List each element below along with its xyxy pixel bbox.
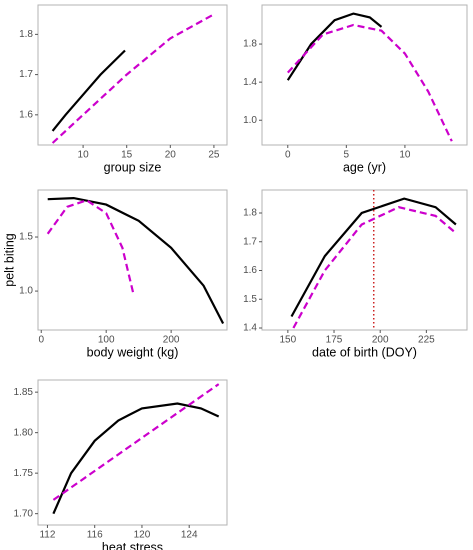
x-tick-label: 0 (38, 335, 44, 346)
curve (292, 206, 457, 329)
x-tick-label: 100 (98, 335, 115, 346)
y-tick-label: 1.70 (14, 508, 34, 519)
x-tick-label: 25 (208, 150, 220, 161)
y-tick-label: 1.7 (243, 236, 257, 247)
x-tick-label: 150 (280, 335, 297, 346)
plot-frame (261, 4, 468, 146)
curve (52, 402, 220, 515)
y-tick-label: 1.8 (243, 39, 257, 50)
y-tick-label: 1.0 (19, 286, 33, 297)
curve (290, 197, 457, 318)
y-tick-label: 1.6 (19, 109, 33, 120)
x-axis-label: body weight (kg) (87, 345, 179, 359)
x-tick-label: 116 (87, 530, 103, 541)
y-tick-label: 1.4 (243, 323, 257, 334)
x-tick-label: 15 (121, 150, 133, 161)
x-axis-label: date of birth (DOY) (312, 345, 417, 359)
curve (46, 199, 135, 295)
x-tick-label: 175 (326, 335, 343, 346)
x-axis-label: heat stress (102, 540, 163, 550)
y-tick-label: 1.6 (243, 265, 257, 276)
curve (47, 196, 225, 325)
curve (51, 49, 126, 132)
x-tick-label: 200 (163, 335, 180, 346)
x-tick-label: 0 (285, 150, 291, 161)
y-tick-label: 1.8 (19, 29, 33, 40)
x-tick-label: 10 (399, 150, 411, 161)
x-tick-label: 112 (39, 530, 55, 541)
y-tick-label: 1.5 (19, 232, 33, 243)
x-axis-label: age (yr) (343, 160, 386, 174)
x-tick-label: 120 (134, 530, 151, 541)
x-tick-label: 10 (78, 150, 90, 161)
y-tick-label: 1.80 (14, 427, 34, 438)
curve (286, 23, 453, 142)
y-tick-label: 1.0 (243, 115, 257, 126)
y-tick-label: 1.8 (243, 208, 257, 219)
curve (286, 12, 383, 81)
plot-frame (261, 189, 468, 331)
plot-frame (37, 189, 228, 331)
y-tick-label: 1.7 (19, 69, 33, 80)
x-tick-label: 225 (418, 335, 435, 346)
plot-frame (37, 379, 228, 526)
curve (52, 383, 220, 501)
x-axis-label: group size (104, 160, 162, 174)
x-tick-label: 124 (181, 530, 198, 541)
x-tick-label: 20 (165, 150, 177, 161)
y-tick-label: 1.85 (14, 387, 34, 398)
y-tick-label: 1.5 (243, 294, 257, 305)
y-tick-label: 1.75 (14, 468, 34, 479)
plot-frame (37, 4, 228, 146)
x-tick-label: 5 (344, 150, 350, 161)
curve (51, 13, 215, 144)
y-axis-label: pelt biting (2, 233, 16, 287)
y-tick-label: 1.4 (243, 77, 257, 88)
x-tick-label: 200 (372, 335, 389, 346)
